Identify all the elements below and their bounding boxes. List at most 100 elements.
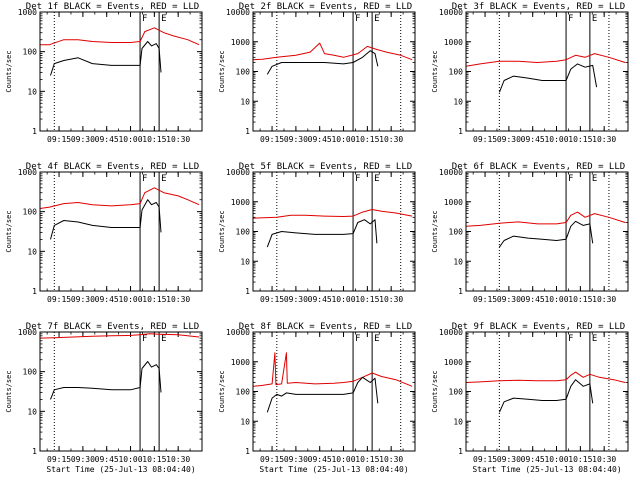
x-tick-label: 09:45 (95, 295, 119, 304)
x-tick-label: 09:45 (95, 135, 119, 144)
y-tick-label: 1 (245, 287, 250, 296)
x-tick-label: 09:45 (95, 455, 119, 464)
detector-panel: Det 8f BLACK = Events, RED = LLD Counts/s… (218, 322, 416, 474)
y-tick-label: 1000 (444, 198, 463, 207)
y-axis-label: Counts/sec (218, 370, 226, 412)
panel-title: Det 8f BLACK = Events, RED = LLD (239, 322, 412, 332)
panel-title: Det 4f BLACK = Events, RED = LLD (26, 162, 199, 172)
lld-series-line (40, 27, 200, 46)
y-axis-label: Counts/sec (5, 370, 13, 412)
y-tick-label: 100 (23, 48, 38, 57)
lld-series-line (39, 333, 200, 339)
y-tick-label: 100 (449, 388, 464, 397)
x-tick-label: 09:15 (47, 295, 71, 304)
y-tick-label: 1 (32, 127, 37, 136)
y-tick-label: 10 (27, 87, 37, 96)
x-tick-label: 10:30 (379, 295, 403, 304)
plot-frame (465, 331, 629, 452)
y-tick-label: 1000 (444, 38, 463, 47)
time-marker-label: E (161, 14, 166, 24)
x-tick-label: 10:15 (142, 135, 166, 144)
y-tick-label: 1000 (231, 198, 250, 207)
time-marker-label: F (568, 14, 573, 24)
y-tick-label: 100 (449, 228, 464, 237)
y-tick-label: 100 (23, 368, 38, 377)
x-tick-label: 09:30 (497, 135, 521, 144)
x-tick-label: 10:30 (592, 455, 616, 464)
x-tick-label: 09:30 (497, 295, 521, 304)
events-series-line (266, 376, 379, 413)
time-marker-label: E (592, 174, 597, 184)
detector-panel: Det 4f BLACK = Events, RED = LLD Counts/s… (5, 162, 203, 304)
time-marker-label: F (142, 174, 147, 184)
x-tick-label: 10:30 (379, 455, 403, 464)
x-axis-label: Start Time (25-Jul-13 08:04:40) (259, 465, 408, 474)
y-tick-label: 100 (23, 208, 38, 217)
x-tick-label: 10:15 (568, 455, 592, 464)
time-marker-label: F (568, 334, 573, 344)
x-tick-label: 10:00 (544, 135, 568, 144)
y-tick-label: 1000 (18, 168, 37, 177)
y-tick-label: 1000 (444, 358, 463, 367)
x-tick-label: 09:45 (521, 135, 545, 144)
x-tick-label: 10:30 (166, 135, 190, 144)
y-tick-label: 1 (32, 447, 37, 456)
y-tick-label: 10 (240, 257, 250, 266)
y-axis-label: Counts/sec (431, 370, 439, 412)
events-series-line (498, 220, 594, 248)
x-tick-label: 10:30 (166, 295, 190, 304)
y-tick-label: 1 (245, 447, 250, 456)
x-tick-label: 09:30 (497, 455, 521, 464)
lld-series-line (39, 187, 200, 209)
x-tick-label: 09:15 (47, 455, 71, 464)
x-tick-label: 09:30 (71, 295, 95, 304)
y-axis-label: Counts/sec (431, 50, 439, 92)
x-axis-label: Start Time (25-Jul-13 08:04:40) (472, 465, 621, 474)
x-tick-label: 10:30 (592, 295, 616, 304)
time-marker-label: F (355, 14, 360, 24)
detector-panel: Det 7f BLACK = Events, RED = LLD Counts/s… (5, 322, 203, 474)
y-tick-label: 1000 (231, 38, 250, 47)
panel-title: Det 2f BLACK = Events, RED = LLD (239, 2, 412, 12)
y-tick-label: 10000 (226, 168, 250, 177)
y-axis-label: Counts/sec (431, 210, 439, 252)
y-tick-label: 10 (453, 257, 463, 266)
panel-title: Det 7f BLACK = Events, RED = LLD (26, 322, 199, 332)
lld-series-line (252, 352, 413, 387)
time-marker-label: F (355, 174, 360, 184)
time-marker-label: E (374, 334, 379, 344)
x-tick-label: 09:30 (284, 135, 308, 144)
events-series-line (498, 63, 598, 93)
x-tick-label: 10:00 (331, 135, 355, 144)
x-tick-label: 09:15 (473, 455, 497, 464)
y-tick-label: 10 (240, 97, 250, 106)
x-tick-label: 10:00 (544, 455, 568, 464)
y-tick-label: 1000 (18, 8, 37, 17)
lld-series-line (465, 53, 626, 67)
panel-title: Det 9f BLACK = Events, RED = LLD (452, 322, 625, 332)
y-axis-label: Counts/sec (218, 50, 226, 92)
y-tick-label: 100 (236, 388, 251, 397)
x-tick-label: 10:00 (331, 455, 355, 464)
x-tick-label: 10:00 (118, 135, 142, 144)
x-tick-label: 10:15 (568, 135, 592, 144)
time-marker-label: E (374, 14, 379, 24)
y-tick-label: 10 (453, 417, 463, 426)
x-tick-label: 10:30 (592, 135, 616, 144)
x-tick-label: 10:00 (118, 455, 142, 464)
y-tick-label: 100 (236, 228, 251, 237)
lld-series-line (465, 211, 626, 227)
y-tick-label: 1 (458, 447, 463, 456)
y-tick-label: 1 (32, 287, 37, 296)
plot-frame (39, 11, 203, 132)
x-tick-label: 10:15 (142, 295, 166, 304)
y-axis-label: Counts/sec (5, 50, 13, 92)
x-tick-label: 09:15 (260, 135, 284, 144)
detector-panel: Det 1f BLACK = Events, RED = LLD Counts/s… (5, 2, 203, 144)
y-tick-label: 1000 (231, 358, 250, 367)
y-tick-label: 10 (27, 407, 37, 416)
time-marker-label: E (374, 174, 379, 184)
y-tick-label: 1 (245, 127, 250, 136)
panel-title: Det 5f BLACK = Events, RED = LLD (239, 162, 412, 172)
